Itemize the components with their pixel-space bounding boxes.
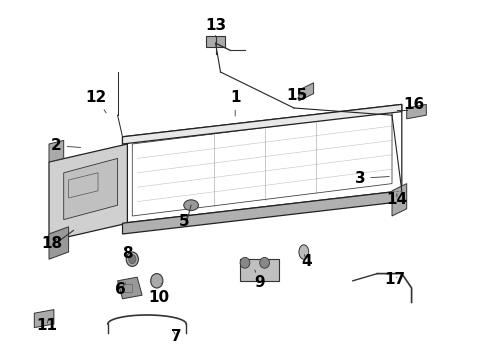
Ellipse shape (126, 252, 138, 266)
Text: 5: 5 (178, 214, 189, 229)
Polygon shape (392, 184, 407, 216)
Text: 12: 12 (85, 90, 106, 113)
Polygon shape (206, 36, 225, 47)
Polygon shape (240, 259, 279, 281)
Ellipse shape (260, 257, 270, 268)
Ellipse shape (151, 274, 163, 288)
Ellipse shape (240, 257, 250, 268)
Text: 14: 14 (386, 192, 408, 207)
Text: 13: 13 (205, 18, 226, 36)
Text: 15: 15 (286, 88, 307, 103)
Text: 9: 9 (254, 270, 265, 290)
Polygon shape (49, 140, 64, 162)
Polygon shape (64, 158, 118, 220)
Polygon shape (122, 104, 402, 144)
Circle shape (184, 200, 198, 211)
Polygon shape (122, 191, 402, 234)
Text: 18: 18 (41, 235, 62, 251)
Polygon shape (118, 277, 142, 299)
Text: 11: 11 (36, 318, 57, 333)
Polygon shape (407, 104, 426, 119)
Text: 16: 16 (403, 97, 425, 112)
Text: 8: 8 (122, 246, 133, 261)
Polygon shape (34, 310, 54, 328)
Text: 10: 10 (148, 284, 170, 305)
Polygon shape (299, 83, 314, 101)
Polygon shape (49, 227, 69, 259)
Ellipse shape (299, 245, 309, 259)
Text: 4: 4 (301, 253, 312, 269)
Polygon shape (49, 144, 127, 241)
Text: 6: 6 (115, 282, 125, 297)
Text: 3: 3 (355, 171, 389, 186)
Text: 7: 7 (171, 329, 182, 344)
Text: 17: 17 (384, 271, 405, 287)
Text: 1: 1 (230, 90, 241, 116)
Text: 2: 2 (51, 138, 80, 153)
Ellipse shape (128, 255, 136, 264)
